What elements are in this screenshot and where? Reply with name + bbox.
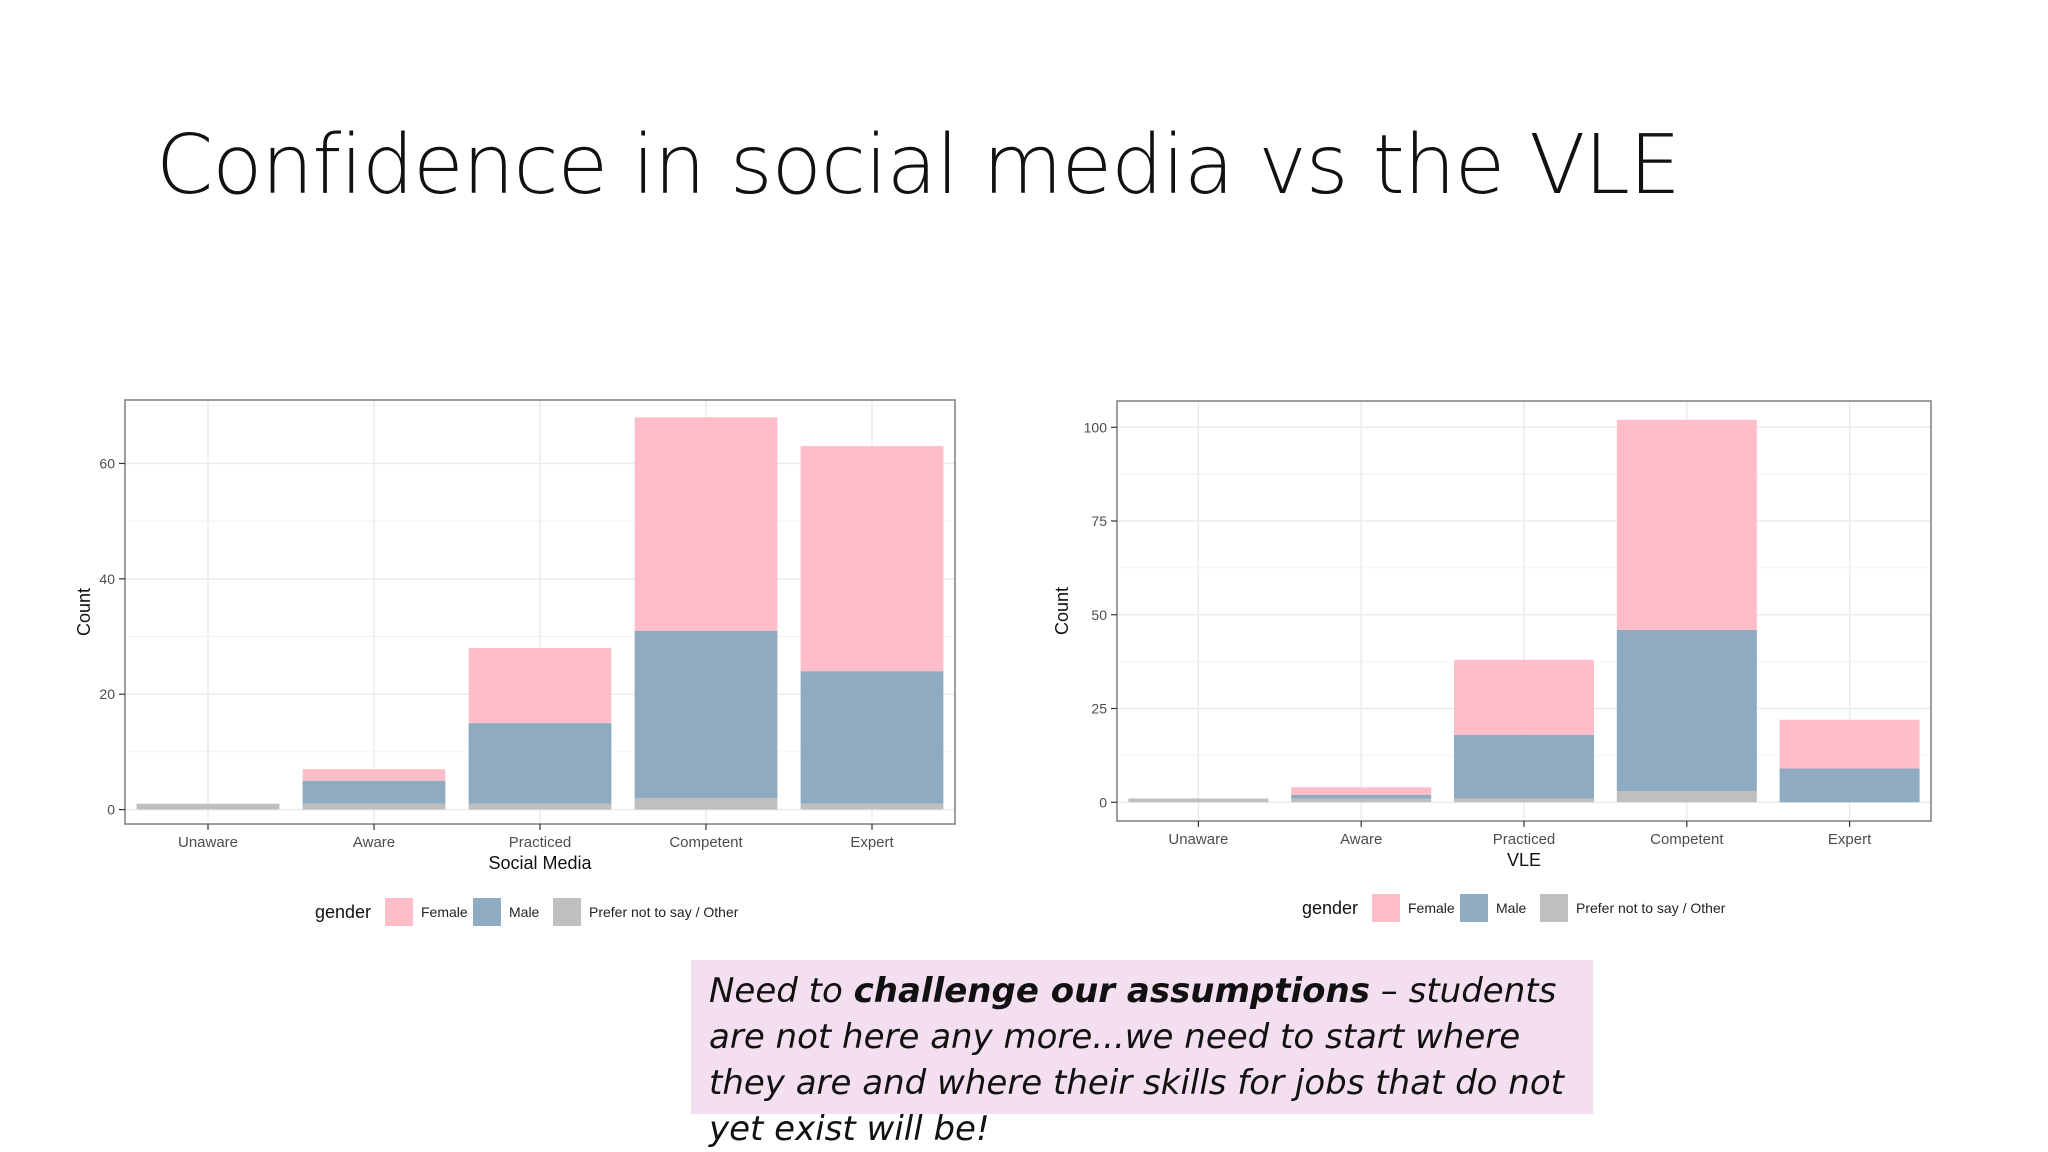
callout-box: Need to challenge our assumptions – stud… [691, 960, 1593, 1149]
bar-aware-prefer [302, 803, 446, 810]
legend-swatch-prefer [1540, 894, 1568, 922]
bar-competent-female [1616, 419, 1757, 630]
x-tick-label: Practiced [1493, 831, 1556, 848]
bar-competent-prefer [634, 798, 778, 810]
slide-title: Confidence in social media vs the VLE [156, 118, 1681, 213]
bar-practiced-prefer [468, 803, 612, 810]
legend-title: gender [315, 902, 371, 922]
x-tick-label: Expert [1828, 831, 1872, 848]
bar-practiced-female [1453, 659, 1595, 735]
bar-aware-male [302, 780, 446, 804]
y-tick-label: 40 [99, 571, 115, 587]
y-tick-label: 0 [107, 802, 115, 818]
bar-aware-female [1291, 787, 1432, 795]
y-tick-label: 20 [99, 686, 115, 702]
callout-text-bold: challenge our assumptions [853, 971, 1370, 1011]
legend-swatch-female [1372, 894, 1400, 922]
legend-swatch-male [1460, 894, 1488, 922]
x-tick-label: Aware [1340, 831, 1382, 848]
bar-aware-male [1291, 794, 1432, 799]
y-tick-label: 50 [1091, 607, 1107, 623]
y-tick-label: 60 [99, 455, 115, 471]
vle-chart: 0 25 50 75 100 Unaware Aware Practiced Competent… [1040, 390, 1960, 950]
legend-label: Female [1408, 900, 1455, 916]
x-axis-title: VLE [1507, 850, 1541, 870]
y-tick-label: 0 [1099, 794, 1107, 810]
x-tick-label: Expert [850, 834, 894, 851]
bar-competent-prefer [1616, 791, 1757, 803]
bar-expert-male [1779, 768, 1920, 803]
bar-expert-female [1779, 719, 1920, 769]
x-axis-title: Social Media [488, 853, 592, 873]
bar-unaware-prefer [136, 803, 280, 810]
bar-practiced-male [1453, 734, 1595, 799]
bar-competent-male [634, 630, 778, 799]
y-axis-title: Count [74, 588, 94, 636]
legend-swatch-male [473, 898, 501, 926]
bar-competent-female [634, 417, 778, 631]
bar-expert-prefer [800, 803, 944, 810]
y-tick-label: 25 [1091, 701, 1107, 717]
legend-label: Prefer not to say / Other [1576, 900, 1726, 916]
bar-unaware-prefer [1128, 798, 1269, 803]
bar-practiced-prefer [1453, 798, 1595, 803]
callout-text-part2: – students are not here any more...we ne… [709, 971, 1564, 1149]
x-tick-label: Competent [669, 834, 743, 851]
legend-swatch-female [385, 898, 413, 926]
y-tick-label: 100 [1084, 419, 1108, 435]
legend-title: gender [1302, 898, 1358, 918]
callout-text-part1: Need to [709, 971, 854, 1011]
bar-aware-female [302, 769, 446, 781]
bar-aware-prefer [1291, 798, 1432, 803]
x-tick-label: Aware [353, 834, 395, 851]
x-tick-label: Practiced [509, 834, 572, 851]
vle-chart-svg: 0 25 50 75 100 Unaware Aware Practiced Competent… [1052, 400, 1932, 922]
bar-expert-male [800, 671, 944, 804]
legend-swatch-prefer [553, 898, 581, 926]
legend-label: Prefer not to say / Other [589, 904, 739, 920]
x-tick-label: Competent [1650, 831, 1724, 848]
legend-label: Male [509, 904, 540, 920]
social-media-chart-svg: 0 20 40 60 Unaware Aware Practiced Competent Exp… [74, 399, 956, 926]
x-tick-label: Unaware [178, 834, 238, 851]
bar-expert-female [800, 446, 944, 672]
y-axis-title: Count [1052, 587, 1072, 635]
bar-competent-male [1616, 629, 1757, 791]
bar-practiced-male [468, 723, 612, 804]
bar-practiced-female [468, 648, 612, 724]
legend-label: Male [1496, 900, 1527, 916]
legend-label: Female [421, 904, 468, 920]
social-media-chart: 0 20 40 60 Unaware Aware Practiced Competent Exp… [60, 390, 980, 950]
x-tick-label: Unaware [1168, 831, 1228, 848]
y-tick-label: 75 [1091, 513, 1107, 529]
